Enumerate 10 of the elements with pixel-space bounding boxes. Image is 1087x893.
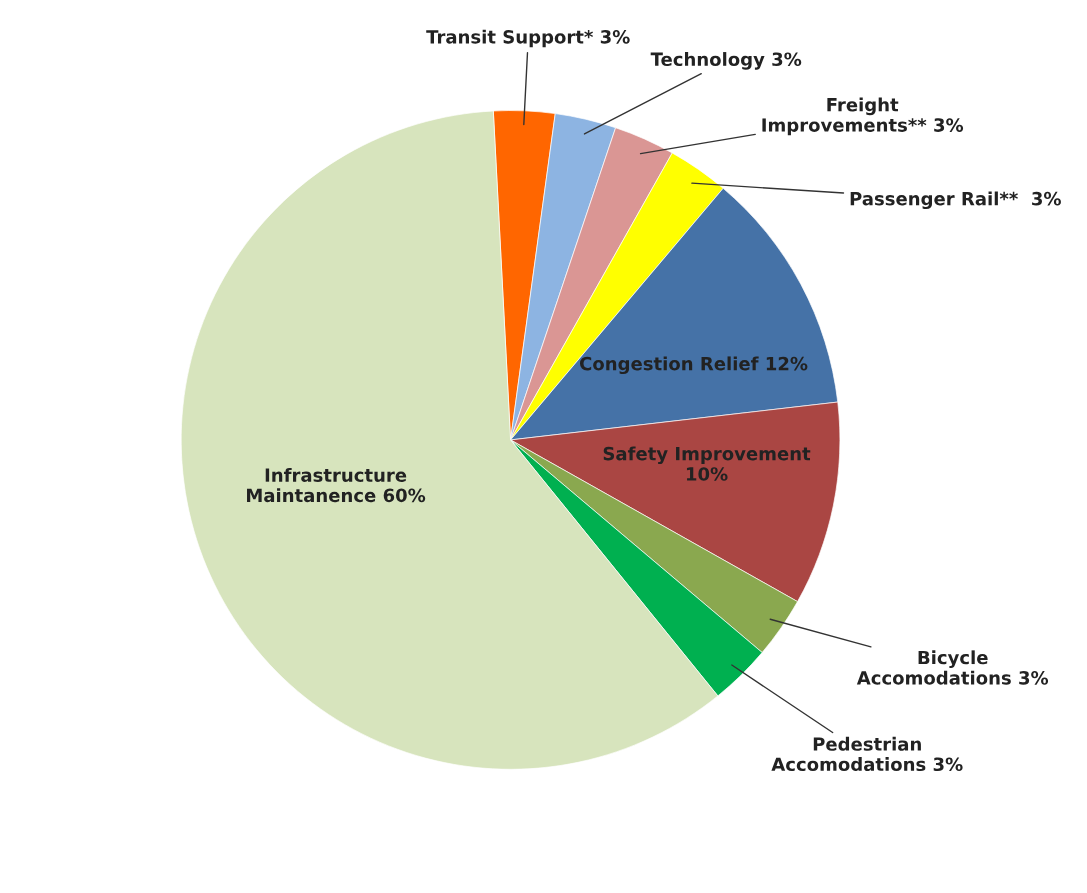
slice-label: Technology 3% bbox=[650, 52, 802, 70]
data-label: 10% bbox=[686, 467, 728, 481]
slice-label: Transit Support* 3% bbox=[426, 29, 630, 48]
slice-label: Infrastructure Maintanence 60% bbox=[247, 467, 426, 503]
slice-label: Safety Improvement bbox=[603, 446, 811, 465]
slice-label: Congestion Relief 12% bbox=[579, 356, 808, 375]
slice-label: Bicycle Accomodations 3% bbox=[856, 650, 1049, 685]
slice-label: Pedestrian Accomodations 3% bbox=[771, 736, 963, 772]
slice-label: Freight Improvements** 3% bbox=[762, 97, 964, 136]
slice-label: Passenger Rail** 3% bbox=[850, 191, 1061, 210]
